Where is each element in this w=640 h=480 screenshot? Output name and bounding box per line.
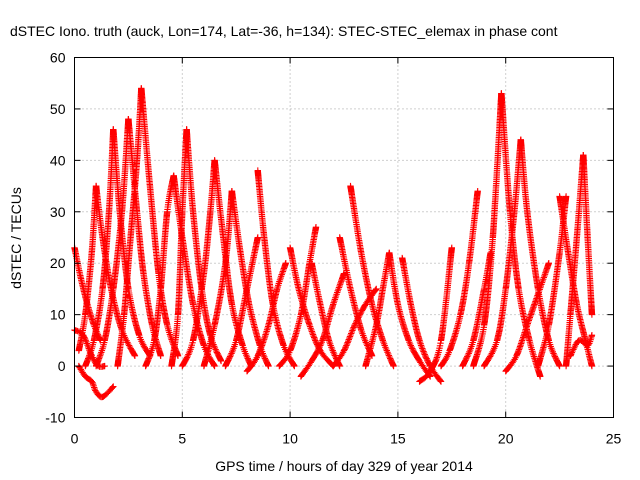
series-markers <box>502 260 552 375</box>
series-trace <box>330 285 380 370</box>
series-trace <box>138 85 182 359</box>
y-tick-label: 60 <box>50 50 66 66</box>
series-markers <box>480 136 524 370</box>
series-markers <box>243 260 289 375</box>
series-markers <box>183 126 225 365</box>
series-markers <box>168 126 190 370</box>
series-trace <box>362 249 393 370</box>
x-tick-label: 10 <box>282 431 298 447</box>
series-markers <box>362 249 393 370</box>
series-trace <box>200 188 236 370</box>
series-markers <box>437 188 481 370</box>
x-tick-label: 5 <box>178 431 186 447</box>
series-markers <box>142 172 177 370</box>
series-trace <box>580 152 596 318</box>
y-tick-label: 50 <box>50 101 66 117</box>
series-markers <box>386 249 434 380</box>
chart-title: dSTEC Iono. truth (auck, Lon=174, Lat=-3… <box>10 23 558 39</box>
series-markers <box>200 188 236 370</box>
series-trace <box>222 234 261 370</box>
y-tick-label: 30 <box>50 204 66 220</box>
series-markers <box>114 85 145 370</box>
x-tick-label: 15 <box>390 431 406 447</box>
y-tick-label: 10 <box>50 307 66 323</box>
y-tick-label: 20 <box>50 255 66 271</box>
series-markers <box>211 157 255 370</box>
series-trace <box>347 182 397 370</box>
series-markers <box>347 182 397 370</box>
y-tick-label: 0 <box>58 358 66 374</box>
plot-frame <box>74 57 614 418</box>
series-markers <box>276 224 320 370</box>
series-trace <box>114 85 145 370</box>
tick-layer: 0 5 10 15 20 25 -10 0 10 20 30 40 50 60 <box>45 50 621 447</box>
y-axis-label: dSTEC / TECUs <box>8 187 24 289</box>
x-tick-label: 20 <box>498 431 514 447</box>
series-trace <box>297 270 348 380</box>
series-markers <box>179 157 218 370</box>
series-trace <box>567 332 596 359</box>
series-markers <box>92 116 132 370</box>
series-markers <box>330 285 380 370</box>
y-tick-label: 40 <box>50 152 66 168</box>
series-trace <box>276 224 320 370</box>
series-markers <box>222 234 261 370</box>
x-tick-label: 0 <box>71 431 79 447</box>
series-trace <box>168 126 190 370</box>
series-trace <box>243 260 289 375</box>
series-trace <box>92 116 132 370</box>
series-trace <box>437 188 481 370</box>
series-trace <box>142 172 177 370</box>
series-markers <box>138 85 182 359</box>
x-tick-label: 25 <box>606 431 622 447</box>
series-trace <box>211 157 255 370</box>
series-markers <box>567 332 596 359</box>
series-markers <box>416 244 455 385</box>
series-markers <box>297 270 348 380</box>
data-layer <box>71 85 596 401</box>
x-axis-label: GPS time / hours of day 329 of year 2014 <box>215 458 473 474</box>
series-trace <box>179 157 218 370</box>
series-trace <box>183 126 225 365</box>
y-tick-label: -10 <box>45 410 65 426</box>
series-markers <box>580 152 596 318</box>
series-trace <box>480 136 524 370</box>
series-trace <box>502 260 552 375</box>
series-trace <box>386 249 434 380</box>
series-trace <box>416 244 455 385</box>
